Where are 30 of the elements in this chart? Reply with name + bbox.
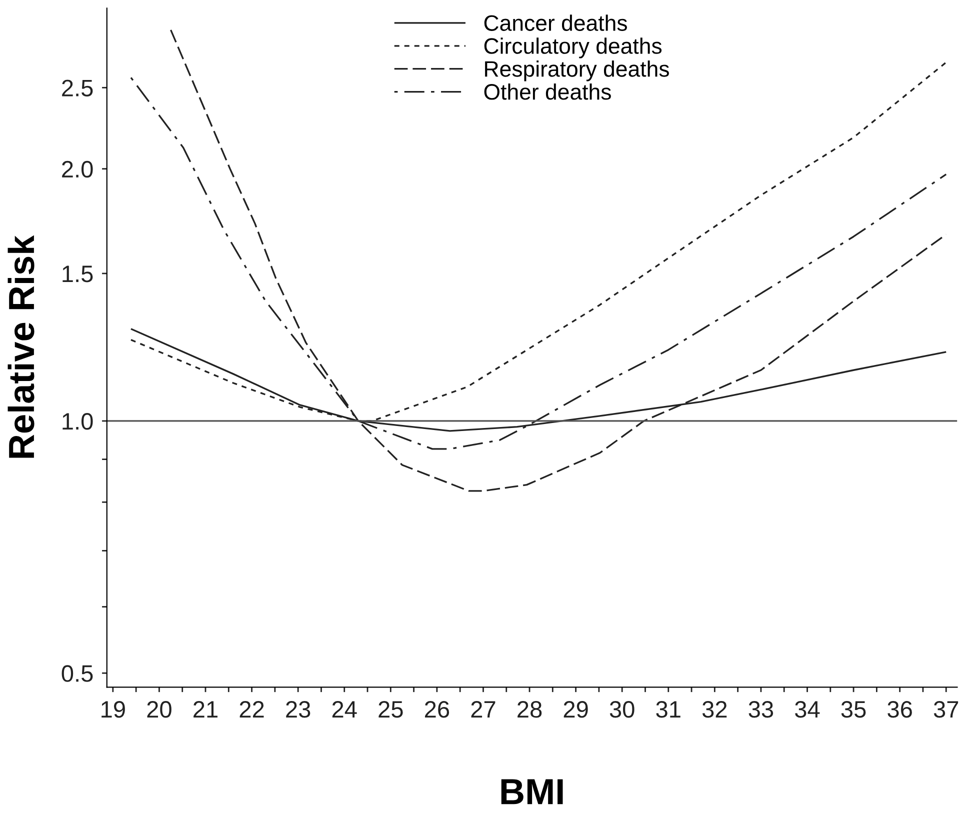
legend-label: Other deaths (484, 83, 611, 100)
x-tick-label: 28 (518, 701, 542, 718)
x-tick-label: 21 (194, 701, 218, 718)
y-tick-label: 2.0 (62, 160, 93, 178)
x-tick-label: 34 (795, 701, 820, 718)
y-tick-label: 1.5 (62, 266, 93, 282)
x-tick-label: 26 (424, 701, 450, 718)
x-tick-label: 24 (332, 701, 357, 718)
y-tick-label: 1.0 (62, 413, 93, 430)
y-tick-label: 2.5 (62, 80, 93, 96)
x-tick-label: 31 (656, 701, 680, 718)
y-tick-label: 0.5 (62, 665, 93, 682)
legend-label: Cancer deaths (484, 14, 627, 31)
x-tick-label: 30 (610, 701, 634, 718)
x-tick-label: 32 (702, 701, 727, 718)
x-tick-label: 25 (378, 701, 403, 718)
x-tick-label: 22 (240, 701, 264, 718)
x-tick-label: 29 (564, 701, 588, 718)
legend-label: Circulatory deaths (484, 38, 662, 58)
x-tick-label: 19 (102, 701, 125, 718)
x-tick-label: 27 (471, 701, 496, 718)
x-tick-label: 20 (147, 701, 172, 718)
x-tick-label: 37 (934, 701, 958, 718)
x-axis-title: BMI (501, 779, 563, 804)
x-tick-label: 23 (286, 701, 310, 718)
legend-label: Respiratory deaths (485, 60, 669, 82)
y-axis-title: Relative Risk (8, 235, 34, 458)
x-tick-label: 36 (888, 701, 912, 718)
x-tick-label: 35 (841, 701, 866, 718)
x-tick-label: 33 (748, 701, 774, 718)
